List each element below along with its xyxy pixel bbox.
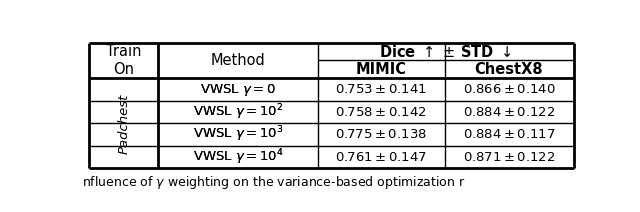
Text: VWSL $\gamma = 10^2$: VWSL $\gamma = 10^2$: [193, 102, 284, 122]
Text: VWSL $\gamma = 10^3$: VWSL $\gamma = 10^3$: [193, 125, 284, 144]
Text: $\mathdefault{0.871 \pm 0.122}$: $\mathdefault{0.871 \pm 0.122}$: [463, 151, 556, 163]
Text: VWSL $\gamma = 10^2$: VWSL $\gamma = 10^2$: [193, 102, 284, 122]
Text: MIMIC: MIMIC: [356, 62, 407, 77]
Text: $\mathdefault{0.758 \pm 0.142}$: $\mathdefault{0.758 \pm 0.142}$: [335, 106, 428, 119]
Text: Method: Method: [211, 53, 266, 68]
Text: VWSL $\gamma = 10^3$: VWSL $\gamma = 10^3$: [193, 125, 284, 144]
Text: VWSL $\gamma = 10^4$: VWSL $\gamma = 10^4$: [193, 147, 284, 167]
Text: ChestX8: ChestX8: [475, 62, 543, 77]
Text: VWSL $\gamma = 10^4$: VWSL $\gamma = 10^4$: [193, 147, 284, 167]
Text: $\mathdefault{0.775 \pm 0.138}$: $\mathdefault{0.775 \pm 0.138}$: [335, 128, 428, 141]
Text: Padchest: Padchest: [117, 93, 130, 153]
Text: Dice $\uparrow$ $\pm$ STD $\downarrow$: Dice $\uparrow$ $\pm$ STD $\downarrow$: [380, 43, 513, 60]
Text: $\mathdefault{0.761 \pm 0.147}$: $\mathdefault{0.761 \pm 0.147}$: [335, 151, 428, 163]
Text: Train
On: Train On: [106, 44, 141, 77]
Text: $\mathdefault{0.884 \pm 0.117}$: $\mathdefault{0.884 \pm 0.117}$: [463, 128, 556, 141]
Text: VWSL $\gamma = 0$: VWSL $\gamma = 0$: [200, 82, 276, 98]
Text: VWSL $\gamma = 0$: VWSL $\gamma = 0$: [200, 82, 276, 98]
Text: $\mathdefault{0.866 \pm 0.140}$: $\mathdefault{0.866 \pm 0.140}$: [463, 83, 556, 96]
Text: $\mathdefault{0.884 \pm 0.122}$: $\mathdefault{0.884 \pm 0.122}$: [463, 106, 556, 119]
Text: nfluence of $\gamma$ weighting on the variance-based optimization r: nfluence of $\gamma$ weighting on the va…: [83, 174, 466, 191]
Text: $\mathdefault{0.753 \pm 0.141}$: $\mathdefault{0.753 \pm 0.141}$: [335, 83, 428, 96]
